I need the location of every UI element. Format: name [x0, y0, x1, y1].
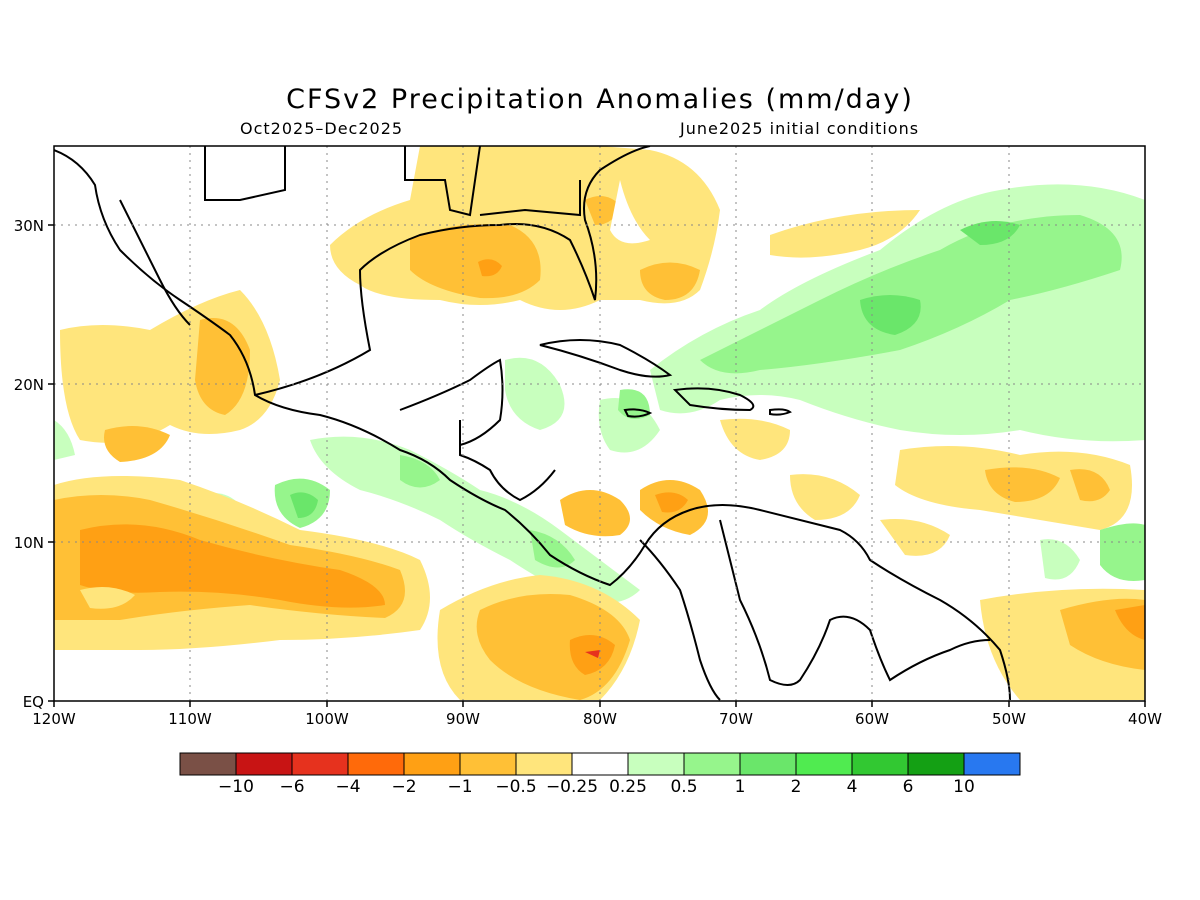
anomaly-region	[80, 524, 385, 608]
x-tick-label: 50W	[992, 710, 1026, 728]
colorbar-swatch	[291, 752, 349, 776]
cuba	[539, 339, 673, 378]
anomaly-region	[560, 490, 630, 537]
hispaniola	[672, 387, 755, 412]
south-america-borders	[719, 519, 991, 686]
anomaly-region	[530, 530, 575, 568]
anomaly-region	[585, 196, 620, 225]
anomaly-region	[476, 594, 630, 700]
x-tick-label: 100W	[305, 710, 349, 728]
anomaly-region	[960, 221, 1020, 245]
central-america-borders	[459, 420, 556, 502]
colorbar-swatch	[739, 752, 797, 776]
initial-conditions: June2025 initial conditions	[680, 119, 920, 138]
anomaly-region	[790, 474, 860, 520]
anomaly-region	[80, 586, 135, 609]
x-tick-label: 70W	[719, 710, 753, 728]
colorbar-label: 0.25	[609, 777, 647, 797]
colorbar-swatch	[403, 752, 461, 776]
colorbar-label: 0.5	[670, 777, 697, 797]
anomaly-region	[610, 180, 650, 244]
colorbar-label: 4	[847, 777, 858, 797]
anomaly-region	[700, 215, 1122, 374]
us-state-borders	[479, 180, 581, 217]
anomaly-region	[478, 259, 502, 277]
anomaly-region	[880, 519, 950, 556]
colorbar-label: 1	[735, 777, 746, 797]
anomaly-region	[1115, 605, 1145, 640]
anomaly-region	[1070, 469, 1110, 502]
anomaly-region	[720, 418, 790, 460]
mainland-coastline	[54, 149, 1011, 701]
colorbar-swatch	[627, 752, 685, 776]
anomaly-region	[770, 210, 920, 258]
baja-california-coast	[119, 199, 191, 326]
x-tick-label: 90W	[446, 710, 480, 728]
anomaly-region	[640, 262, 700, 300]
colorbar-swatch	[907, 752, 965, 776]
map-title: CFSv2 Precipitation Anomalies (mm/day)	[286, 84, 914, 115]
anomaly-field	[54, 146, 1145, 701]
anomaly-region	[985, 467, 1060, 502]
colorbar-label: −0.25	[546, 777, 598, 797]
gulf-coastline	[254, 146, 651, 396]
x-tick-label: 120W	[32, 710, 76, 728]
y-tick-label: 20N	[14, 376, 44, 394]
y-tick-label: 30N	[14, 217, 44, 235]
y-tick-label: 10N	[14, 534, 44, 552]
colorbar-swatch	[795, 752, 853, 776]
us-mexico-border	[204, 146, 286, 201]
graticule	[54, 146, 1145, 701]
colorbar-label: −0.5	[495, 777, 536, 797]
colorbar-swatch	[515, 752, 573, 776]
colorbar-swatch	[179, 752, 237, 776]
anomaly-region	[54, 420, 75, 460]
jamaica	[623, 408, 653, 418]
anomaly-region	[1100, 523, 1145, 581]
anomaly-region	[104, 426, 170, 462]
colorbar-swatch	[235, 752, 293, 776]
colorbar-swatch	[683, 752, 741, 776]
axis-ticks	[48, 224, 1146, 707]
colorbar-label: −6	[279, 777, 304, 797]
anomaly-region	[505, 357, 565, 430]
colorbar-label: −1	[447, 777, 472, 797]
yucatan-coast	[399, 358, 504, 446]
colorbar-label: −10	[218, 777, 254, 797]
anomaly-region	[290, 492, 318, 518]
anomaly-region	[585, 650, 600, 658]
y-tick-label: EQ	[23, 693, 44, 711]
coastlines	[54, 146, 1011, 701]
anomaly-region	[1040, 539, 1080, 580]
anomaly-region	[410, 224, 541, 299]
colorbar-swatch	[347, 752, 405, 776]
anomaly-region	[400, 455, 440, 488]
colorbar-label: −4	[335, 777, 360, 797]
colorbar-swatch	[571, 752, 629, 776]
colorbar-label: 10	[953, 777, 975, 797]
puerto-rico	[769, 408, 792, 416]
colorbar-swatch	[459, 752, 517, 776]
colorbar-label: 6	[903, 777, 914, 797]
y-axis-labels: EQ 10N 20N 30N	[14, 217, 44, 711]
x-axis-labels: 120W 110W 100W 90W 80W 70W 60W 50W 40W	[32, 710, 1162, 728]
colorbar-label: 2	[791, 777, 802, 797]
x-tick-label: 40W	[1128, 710, 1162, 728]
colorbar-swatch	[851, 752, 909, 776]
us-state-borders	[404, 146, 481, 217]
forecast-period: Oct2025–Dec2025	[240, 119, 404, 138]
colombia-border	[639, 539, 721, 701]
x-tick-label: 80W	[583, 710, 617, 728]
colorbar-swatch	[963, 752, 1021, 776]
x-tick-label: 110W	[168, 710, 212, 728]
colorbar: −10 −6 −4 −2 −1 −0.5 −0.25 0.25 0.5 1 2 4 6 10	[179, 752, 1021, 797]
x-tick-label: 60W	[855, 710, 889, 728]
anomaly-region	[655, 492, 688, 513]
anomaly-region	[860, 295, 921, 335]
colorbar-label: −2	[391, 777, 416, 797]
